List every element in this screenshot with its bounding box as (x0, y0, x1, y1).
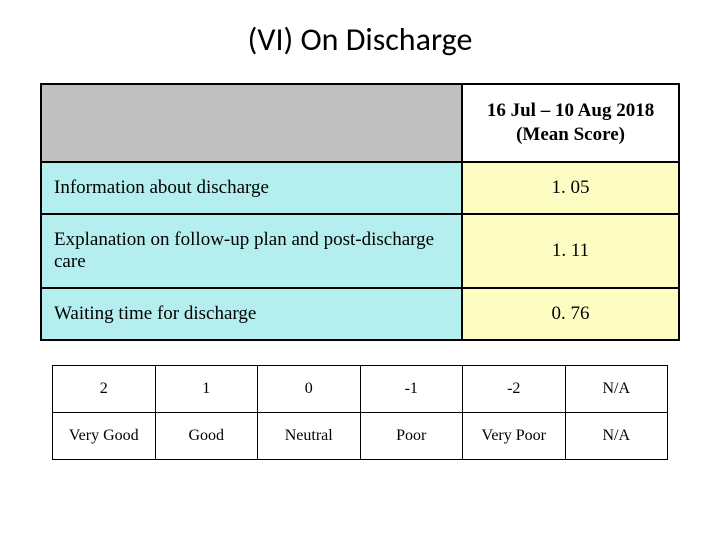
page-title: (VI) On Discharge (40, 20, 680, 59)
header-score-line1: 16 Jul – 10 Aug 2018 (487, 100, 654, 121)
legend-cell: Good (155, 412, 258, 459)
legend-row-labels: Very Good Good Neutral Poor Very Poor N/… (53, 412, 668, 459)
legend-row-numbers: 2 1 0 -1 -2 N/A (53, 365, 668, 412)
legend-cell: 1 (155, 365, 258, 412)
legend-cell: -1 (360, 365, 463, 412)
row-value: 1. 11 (462, 214, 679, 288)
legend-cell: Neutral (258, 412, 361, 459)
row-label: Information about discharge (41, 162, 462, 214)
legend-cell: Very Poor (463, 412, 566, 459)
header-score-cell: 16 Jul – 10 Aug 2018 (Mean Score) (462, 84, 679, 162)
row-value: 0. 76 (462, 288, 679, 340)
legend-cell: -2 (463, 365, 566, 412)
legend-cell: Poor (360, 412, 463, 459)
header-score-line2: (Mean Score) (516, 124, 625, 145)
table-row: Waiting time for discharge 0. 76 (41, 288, 679, 340)
main-score-table: 16 Jul – 10 Aug 2018 (Mean Score) Inform… (40, 83, 680, 341)
legend-table: 2 1 0 -1 -2 N/A Very Good Good Neutral P… (52, 365, 668, 460)
table-row: Information about discharge 1. 05 (41, 162, 679, 214)
legend-cell: Very Good (53, 412, 156, 459)
row-value: 1. 05 (462, 162, 679, 214)
legend-cell: 2 (53, 365, 156, 412)
legend-cell: 0 (258, 365, 361, 412)
legend-container: 2 1 0 -1 -2 N/A Very Good Good Neutral P… (40, 365, 680, 460)
header-blank-cell (41, 84, 462, 162)
legend-cell: N/A (565, 365, 668, 412)
row-label: Explanation on follow-up plan and post-d… (41, 214, 462, 288)
row-label: Waiting time for discharge (41, 288, 462, 340)
table-row: Explanation on follow-up plan and post-d… (41, 214, 679, 288)
legend-cell: N/A (565, 412, 668, 459)
table-header-row: 16 Jul – 10 Aug 2018 (Mean Score) (41, 84, 679, 162)
